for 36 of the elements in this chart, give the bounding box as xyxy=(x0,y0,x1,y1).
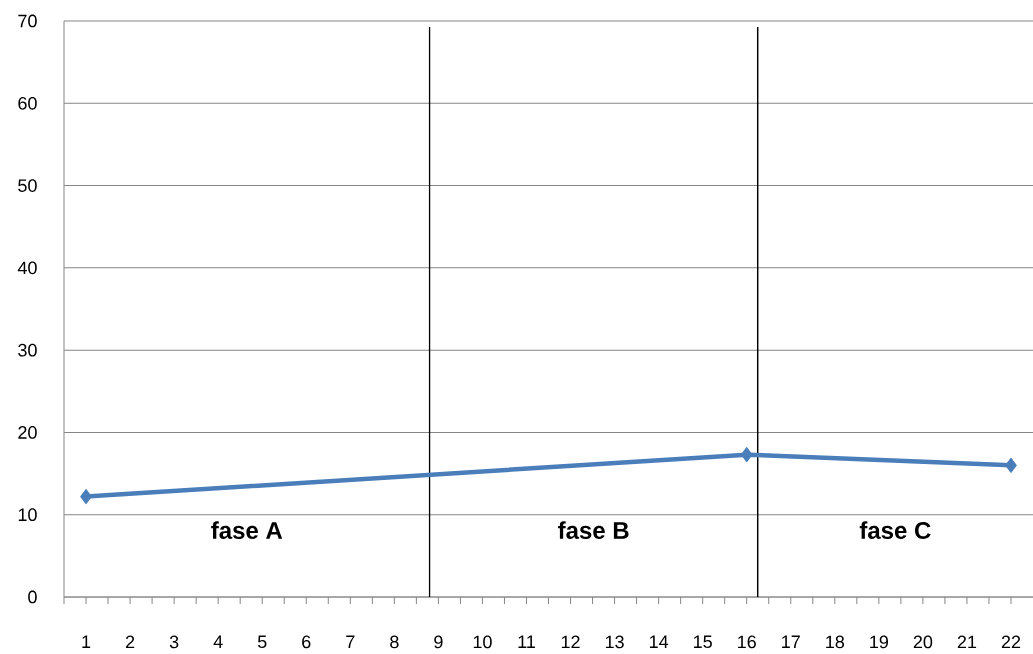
x-tick-label: 14 xyxy=(649,635,669,648)
x-tick-label: 13 xyxy=(605,635,624,649)
x-tick-label: 9 xyxy=(434,635,443,649)
point xyxy=(740,447,753,463)
y-tick-label: 20 xyxy=(18,426,37,439)
y-tick-label: 10 xyxy=(18,508,37,522)
x-tick-label: 22 xyxy=(1001,635,1021,649)
x-tick-label: 12 xyxy=(561,635,580,649)
point xyxy=(80,489,92,505)
point xyxy=(1005,457,1017,473)
x-tick-label: 3 xyxy=(169,635,179,649)
x-tick-label: 10 xyxy=(473,635,492,649)
x-tick-label: 16 xyxy=(738,635,756,649)
x-tick-label: 20 xyxy=(913,635,933,649)
y-tick-label: 70 xyxy=(18,14,37,28)
y-tick-label: 50 xyxy=(18,179,37,192)
annotation: fase C xyxy=(859,521,931,539)
x-tick-label: 15 xyxy=(694,635,712,649)
annotation: fase A xyxy=(211,521,283,539)
x-tick-label: 11 xyxy=(518,635,535,648)
x-tick-label: 18 xyxy=(826,635,845,649)
x-tick-label: 8 xyxy=(390,635,399,649)
y-tick-label: 40 xyxy=(17,261,37,275)
x-tick-label: 17 xyxy=(782,635,800,648)
x-tick-label: 1 xyxy=(82,635,91,648)
x-tick-label: 19 xyxy=(870,635,889,649)
y-tick-label: 60 xyxy=(18,96,37,110)
x-tick-label: 7 xyxy=(346,635,355,648)
x-tick-label: 21 xyxy=(957,635,977,649)
x-tick-label: 4 xyxy=(213,635,223,648)
annotation: fase B xyxy=(558,521,629,539)
x-tick-label: 2 xyxy=(125,635,135,649)
y-tick-label: 30 xyxy=(18,343,37,357)
x-tick-label: 6 xyxy=(302,635,311,649)
y-tick-label: 0 xyxy=(28,590,37,604)
x-tick-label: 5 xyxy=(257,635,267,649)
